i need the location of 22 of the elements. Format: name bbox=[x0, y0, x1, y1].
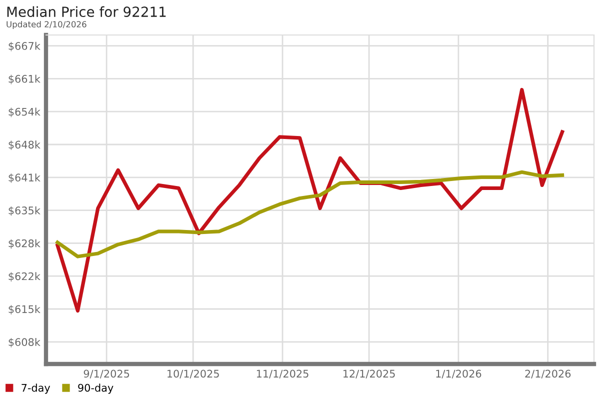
x-tick-label: 2/1/2026 bbox=[525, 370, 571, 378]
x-tick-label: 10/1/2025 bbox=[168, 370, 219, 378]
chart-subtitle: Updated 2/10/2026 bbox=[6, 20, 86, 30]
y-tick-label: $667k bbox=[8, 42, 40, 52]
y-tick-label: $648k bbox=[8, 140, 40, 150]
y-tick-label: $661k bbox=[8, 74, 40, 84]
legend-label: 90-day bbox=[78, 384, 114, 394]
line-series bbox=[56, 170, 564, 258]
line-series bbox=[56, 88, 564, 313]
y-tick-label: $654k bbox=[8, 108, 40, 118]
y-tick-label: $635k bbox=[8, 206, 40, 216]
x-tick-label: 9/1/2025 bbox=[84, 370, 130, 378]
y-tick-label: $641k bbox=[8, 173, 40, 183]
x-tick-label: 11/1/2025 bbox=[256, 370, 308, 378]
y-tick-label: $622k bbox=[8, 272, 40, 282]
y-tick-label: $615k bbox=[8, 305, 40, 314]
legend-label: 7-day bbox=[22, 384, 50, 394]
y-tick-label: $628k bbox=[8, 239, 40, 249]
chart-title: Median Price for 92211 bbox=[7, 6, 166, 18]
x-tick-label: 12/1/2025 bbox=[343, 370, 395, 378]
y-tick-label: $608k bbox=[8, 338, 40, 348]
x-tick-label: 1/1/2026 bbox=[436, 370, 482, 378]
